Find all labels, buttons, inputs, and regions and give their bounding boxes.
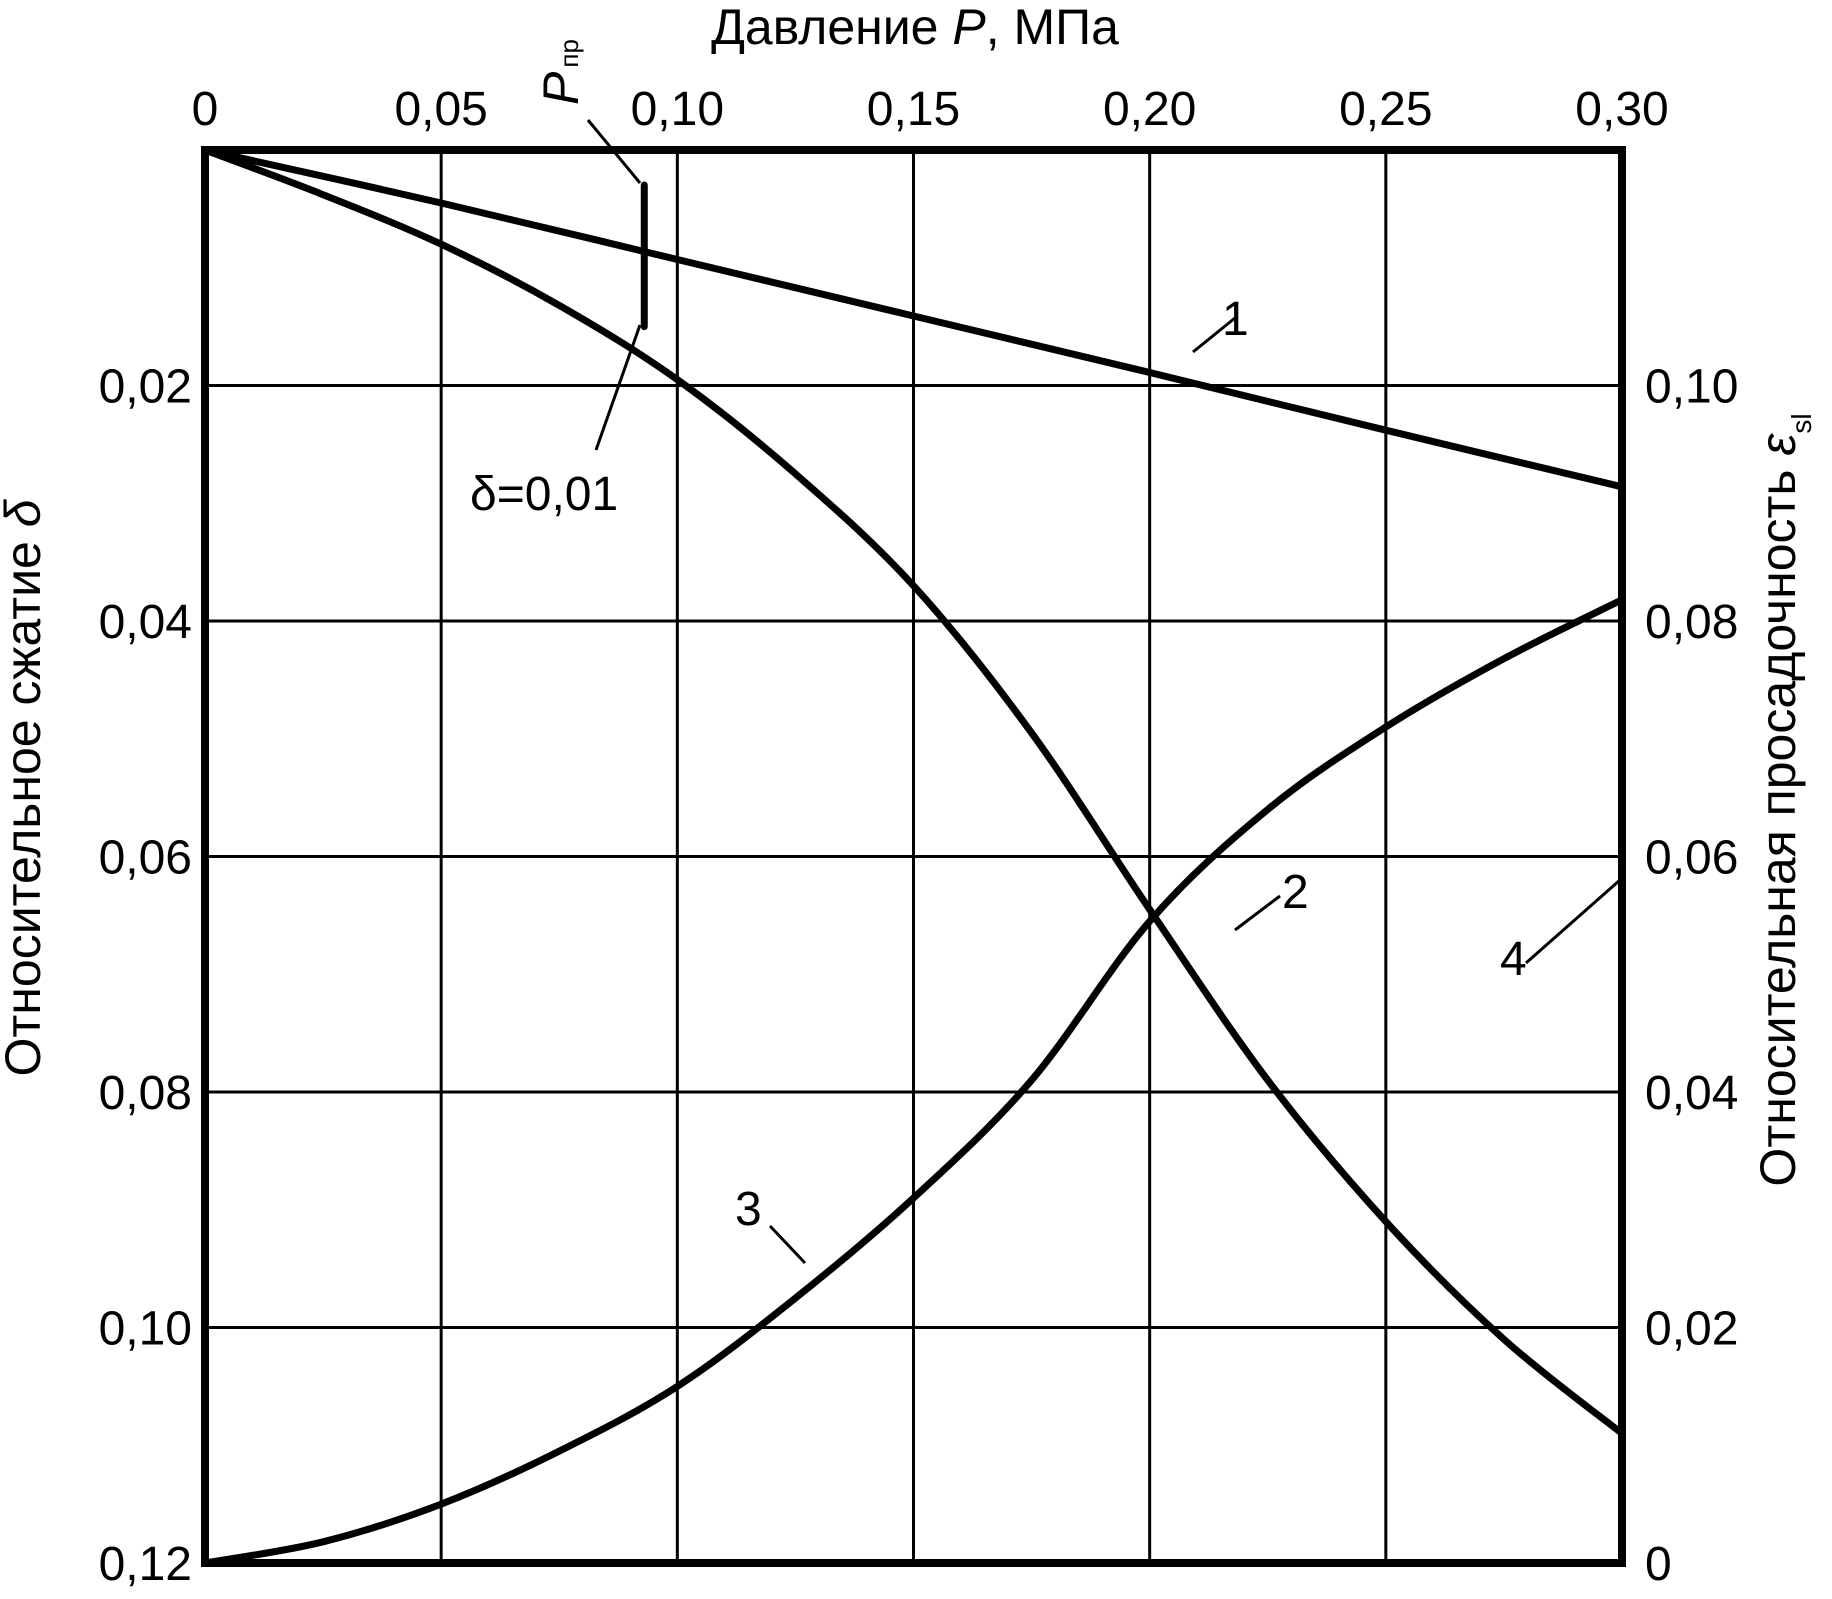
y-right-tick-label-3: 0,06 <box>1645 832 1738 885</box>
p-pr-label: Pпр <box>533 39 589 105</box>
delta-label: δ=0,01 <box>470 468 618 521</box>
x-tick-label-2: 0,10 <box>631 83 724 136</box>
y-left-tick-label-0: 0,02 <box>99 361 192 414</box>
curve-3-leader <box>768 1224 807 1265</box>
curve-2-leader <box>1234 894 1281 932</box>
y-right-tick-label-5: 0,10 <box>1645 361 1738 414</box>
curve-4-leader <box>1525 878 1621 965</box>
y-left-tick-label-1: 0,04 <box>99 596 192 649</box>
y-right-axis-title: Относительная просадочность εsl <box>1750 413 1817 1186</box>
curve-3-label: 3 <box>735 1183 762 1236</box>
y-right-tick-label-4: 0,08 <box>1645 596 1738 649</box>
delta-leader <box>594 324 642 451</box>
y-right-tick-label-0: 0 <box>1645 1538 1672 1591</box>
y-left-tick-label-3: 0,08 <box>99 1067 192 1120</box>
curve-1-label: 1 <box>1222 293 1249 346</box>
curve-4-label: 4 <box>1500 933 1527 986</box>
y-left-tick-label-4: 0,10 <box>99 1303 192 1356</box>
y-right-tick-label-2: 0,04 <box>1645 1067 1738 1120</box>
grid-lines <box>203 150 1624 1565</box>
p-pr-leader <box>586 119 642 184</box>
tick-labels: 0 0,05 0,10 0,15 0,20 0,25 0,30 0,02 0,04 0,06 0,0… <box>99 83 1739 1591</box>
curve-2-label: 2 <box>1282 866 1309 919</box>
annotations: Pпр δ=0,01 1 2 3 4 <box>470 39 1621 1265</box>
y-left-tick-label-2: 0,06 <box>99 832 192 885</box>
y-left-axis-title: Относительное сжатие δ <box>0 498 51 1076</box>
curve-1 <box>201 146 1626 491</box>
x-axis-title: Давление P, МПа <box>711 0 1119 55</box>
x-tick-label-0: 0 <box>192 83 219 136</box>
plot-frame <box>201 146 1626 1567</box>
curve-2 <box>201 146 1626 1437</box>
curve-3 <box>201 596 1626 1567</box>
x-tick-label-1: 0,05 <box>394 83 487 136</box>
x-tick-label-6: 0,30 <box>1575 83 1668 136</box>
y-right-tick-label-1: 0,02 <box>1645 1303 1738 1356</box>
x-tick-label-4: 0,20 <box>1103 83 1196 136</box>
curve-1-leader <box>1192 316 1236 354</box>
x-tick-label-5: 0,25 <box>1339 83 1432 136</box>
y-left-tick-label-5: 0,12 <box>99 1538 192 1591</box>
x-tick-label-3: 0,15 <box>867 83 960 136</box>
